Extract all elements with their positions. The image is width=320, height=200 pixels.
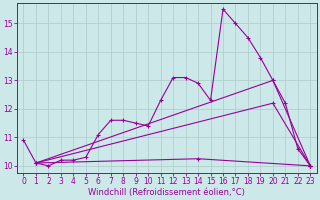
X-axis label: Windchill (Refroidissement éolien,°C): Windchill (Refroidissement éolien,°C) xyxy=(88,188,245,197)
